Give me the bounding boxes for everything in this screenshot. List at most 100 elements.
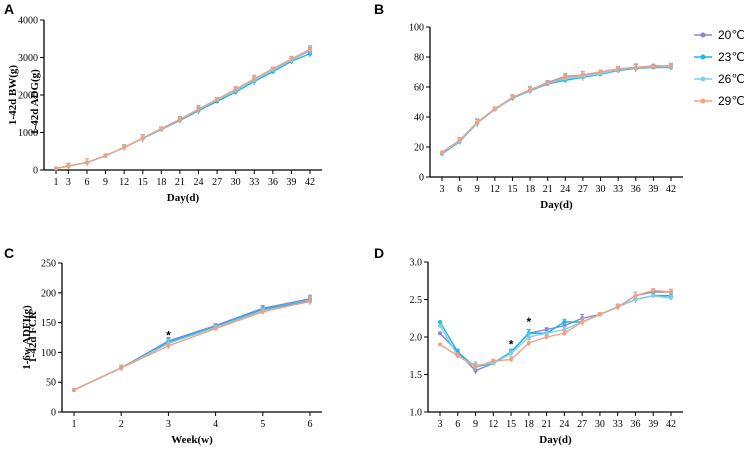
data-point: [526, 341, 531, 345]
x-tick-label: 33: [249, 177, 259, 188]
x-tick-label: 3: [166, 419, 171, 430]
legend-label: 23℃: [718, 50, 745, 64]
series-20℃: [54, 46, 312, 171]
data-point: [84, 160, 89, 165]
data-point: [597, 312, 602, 317]
x-tick-label: 24: [559, 419, 569, 430]
series-line: [73, 300, 311, 391]
data-point: [545, 81, 550, 86]
x-tick-label: 27: [577, 419, 587, 430]
data-point: [475, 120, 480, 125]
legend-item: 23℃: [694, 50, 745, 64]
data-point: [633, 65, 638, 70]
legend-swatch-marker: [700, 76, 706, 82]
series-26℃: [54, 45, 312, 171]
data-point: [669, 296, 673, 300]
y-tick-label: 20: [414, 143, 424, 154]
series-23℃: [440, 64, 673, 156]
data-point: [509, 357, 514, 362]
x-axis-title: Day(d): [540, 199, 573, 211]
data-point: [103, 153, 108, 158]
data-point: [544, 331, 549, 336]
series-29℃: [438, 288, 673, 371]
data-point: [544, 327, 549, 332]
x-tick-label: 39: [286, 177, 296, 188]
significance-star: *: [527, 315, 532, 329]
series-line: [73, 299, 311, 391]
data-point: [438, 331, 442, 336]
significance-star: *: [166, 329, 171, 343]
data-point: [633, 297, 638, 302]
x-tick-label: 15: [138, 177, 148, 188]
legend-swatch-marker: [700, 98, 706, 104]
data-point: [270, 66, 275, 71]
series-line: [441, 65, 671, 154]
x-tick-label: 39: [648, 419, 658, 430]
y-tick-label: 2.5: [410, 295, 423, 306]
data-point: [491, 359, 496, 363]
data-point: [215, 97, 220, 102]
x-tick-label: 18: [525, 184, 535, 195]
data-point: [616, 67, 621, 71]
series-line: [441, 65, 672, 153]
x-tick-label: 5: [260, 419, 265, 430]
legend-item: 26℃: [694, 72, 745, 86]
x-tick-label: 27: [578, 184, 588, 195]
data-point: [122, 145, 127, 150]
data-point: [252, 76, 257, 81]
data-point: [651, 288, 656, 293]
series-26℃: [72, 297, 312, 392]
x-tick-label: 21: [175, 177, 185, 188]
data-point: [166, 343, 171, 348]
data-point: [580, 73, 585, 77]
y-tick-label: 3000: [18, 53, 38, 64]
y-tick-label: 0: [51, 408, 56, 419]
x-axis-title: Day(d): [167, 192, 200, 204]
x-tick-label: 6: [457, 184, 462, 195]
x-tick-label: 4: [213, 419, 218, 430]
y-axis-title: 1-6w ADFI(g): [21, 305, 33, 370]
data-point: [438, 342, 442, 347]
data-point: [651, 293, 656, 298]
legend-swatch-marker: [700, 32, 706, 38]
x-tick-label: 33: [613, 419, 623, 430]
data-point: [66, 164, 71, 169]
legend-item: 29℃: [694, 94, 745, 108]
x-axis-title: Week(w): [171, 434, 213, 446]
x-tick-label: 9: [473, 419, 478, 430]
x-tick-label: 24: [193, 177, 203, 188]
panel-letter: C: [4, 245, 14, 261]
data-point: [440, 150, 444, 155]
data-point: [308, 47, 312, 52]
x-tick-label: 21: [542, 419, 552, 430]
y-tick-label: 150: [41, 318, 56, 329]
data-point: [473, 368, 478, 373]
x-tick-label: 6: [84, 177, 89, 188]
x-tick-label: 21: [543, 184, 553, 195]
data-point: [438, 320, 442, 324]
series-line: [73, 301, 311, 391]
x-tick-label: 42: [666, 184, 676, 195]
x-tick-label: 30: [595, 419, 605, 430]
y-axis-title: 1-42d BW(g): [7, 65, 19, 126]
data-point: [669, 290, 673, 294]
data-point: [233, 87, 238, 92]
x-tick-label: 6: [455, 419, 460, 430]
x-tick-label: 18: [156, 177, 166, 188]
data-point: [562, 331, 567, 336]
data-point: [119, 365, 124, 370]
data-point: [510, 95, 515, 100]
x-tick-label: 36: [268, 177, 278, 188]
x-tick-label: 3: [438, 419, 443, 430]
data-point: [54, 166, 58, 171]
data-point: [438, 323, 442, 328]
data-point: [563, 75, 568, 80]
legend-label: 26℃: [718, 72, 745, 86]
x-tick-label: 15: [506, 419, 516, 430]
x-tick-label: 12: [490, 184, 500, 195]
legend-item: 20℃: [694, 28, 745, 42]
x-tick-label: 9: [475, 184, 480, 195]
data-point: [669, 64, 673, 68]
legend-label: 29℃: [718, 94, 745, 108]
